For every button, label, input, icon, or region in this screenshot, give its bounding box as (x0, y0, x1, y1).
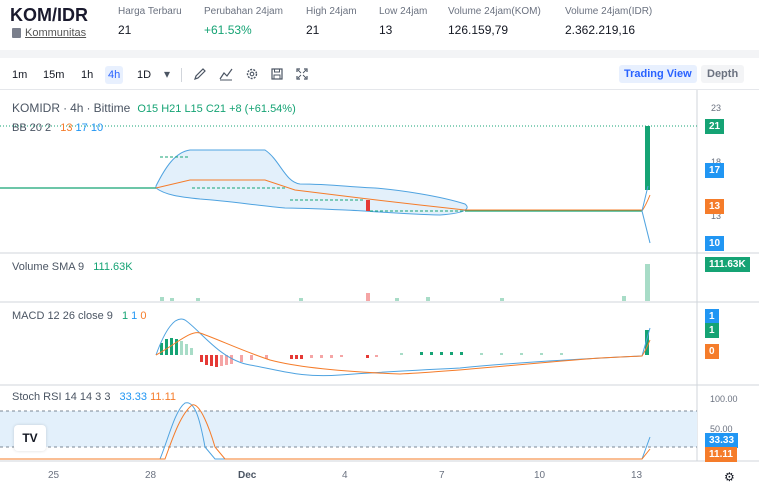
stat-value-low: 13 (379, 23, 393, 37)
chevron-down-icon[interactable]: ▾ (163, 67, 171, 81)
market-header: KOM/IDR Kommunitas Harga Terbaru 21 Peru… (0, 0, 759, 50)
depth-button[interactable]: Depth (701, 65, 745, 83)
pair-title: KOM/IDR (10, 5, 88, 25)
stoch-axis-label-50: 50.00 (710, 424, 733, 434)
red-candle (366, 200, 370, 211)
price-axis-label-18: 18 (711, 157, 722, 167)
stoch-label: Stoch RSI 14 14 3 3 (12, 391, 111, 403)
stoch-band (0, 411, 697, 447)
legend-exchange: Bittime (93, 101, 131, 115)
macd-line (155, 318, 651, 377)
stoch-k-line (0, 402, 651, 460)
price-tag-upper-band: 17 (705, 163, 725, 178)
stoch-tag-d: 11.11 (705, 447, 737, 462)
legend-ohlc: O15 H21 L15 C21 +8 (+61.54%) (137, 103, 296, 115)
stoch-d-line (0, 404, 651, 460)
interval-4h-button[interactable]: 4h (105, 66, 124, 84)
price-axis-label-23: 23 (711, 103, 722, 113)
interval-1h-button[interactable]: 1h (81, 69, 94, 81)
fullscreen-icon[interactable] (295, 67, 309, 81)
save-icon[interactable] (270, 67, 284, 81)
bb-value-1: 13 (60, 122, 73, 134)
community-link[interactable]: Kommunitas (12, 27, 86, 39)
bb-value-3: 10 (90, 122, 104, 134)
draw-icon[interactable] (193, 67, 207, 81)
settings-icon[interactable] (245, 67, 259, 81)
bb-value-2: 17 (75, 122, 88, 134)
legend-symbol: KOMIDR (12, 101, 60, 115)
macd-value-1: 1 (121, 310, 129, 322)
stoch-value-1: 33.33 (119, 391, 148, 403)
stoch-value-2: 11.11 (150, 391, 177, 403)
tradingview-logo-icon[interactable]: TV (14, 425, 46, 451)
book-icon (12, 28, 21, 38)
macd-tag-3: 0 (705, 344, 719, 359)
stat-value-high: 21 (306, 23, 320, 37)
stoch-axis-label-100: 100.00 (710, 394, 738, 404)
lower-band-tail (641, 210, 651, 244)
bb-legend: BB 20 2 13 17 10 (12, 122, 103, 134)
legend-separator-1: · (63, 101, 68, 115)
stat-value-change: +61.53% (204, 23, 252, 37)
indicators-icon[interactable] (219, 67, 233, 81)
interval-1d-button[interactable]: 1D (137, 69, 152, 81)
price-axis-label-13: 13 (711, 211, 722, 221)
macd-histogram (160, 330, 649, 367)
x-label-7: 7 (439, 470, 445, 481)
stoch-tag-k: 33.33 (705, 433, 739, 448)
price-tag-basis: 13 (705, 199, 725, 214)
main-legend: KOMIDR · 4h · Bittime O15 H21 L15 C21 +8… (12, 101, 296, 115)
stat-value-volume-idr: 2.362.219,16 (565, 23, 636, 37)
price-tag-last: 21 (705, 119, 725, 134)
stat-label-low: Low 24jam (379, 6, 428, 17)
macd-tag-1: 1 (705, 309, 719, 324)
volume-legend: Volume SMA 9 111.63K (12, 261, 133, 273)
stat-label-volume-idr: Volume 24jam(IDR) (565, 6, 653, 17)
bollinger-basis-line (155, 179, 642, 211)
legend-separator-2: · (86, 101, 91, 115)
stat-value-volume-kom: 126.159,79 (448, 23, 509, 37)
macd-value-2: 1 (131, 310, 138, 322)
interval-15m-button[interactable]: 15m (43, 69, 65, 81)
trading-view-button[interactable]: Trading View (619, 65, 697, 83)
basis-tail (641, 194, 651, 212)
header-divider (0, 50, 759, 58)
macd-tag-2: 1 (705, 323, 719, 338)
x-label-4: 4 (342, 470, 348, 481)
x-label-10: 10 (534, 470, 546, 481)
stat-label-last-price: Harga Terbaru (118, 6, 182, 17)
legend-interval: 4h (70, 101, 84, 115)
price-tag-lower-band: 10 (705, 236, 725, 251)
x-label-25: 25 (48, 470, 60, 481)
stat-value-last-price: 21 (118, 23, 132, 37)
volume-bars (160, 264, 650, 301)
x-label-13: 13 (631, 470, 643, 481)
stat-label-change: Perubahan 24jam (204, 6, 283, 17)
x-label-dec: Dec (238, 470, 257, 481)
bb-label: BB 20 2 (12, 122, 52, 134)
community-label: Kommunitas (25, 27, 87, 39)
stat-label-volume-kom: Volume 24jam(KOM) (448, 6, 541, 17)
volume-tag: 111.63K (705, 257, 750, 272)
toolbar-separator (181, 68, 182, 82)
chart-toolbar: 1m 15m 1h 4h 1D ▾ Trading View Depth (0, 58, 759, 90)
macd-legend: MACD 12 26 close 9 1 1 0 (12, 310, 146, 322)
stoch-legend: Stoch RSI 14 14 3 3 33.33 11.11 (12, 391, 176, 403)
macd-value-3: 0 (140, 310, 147, 322)
upper-band-tail (641, 185, 649, 212)
chart-settings-gear-icon[interactable]: ⚙ (724, 470, 735, 484)
stat-label-high: High 24jam (306, 6, 357, 17)
x-label-28: 28 (145, 470, 157, 481)
interval-1m-button[interactable]: 1m (12, 69, 28, 81)
macd-label: MACD 12 26 close 9 (12, 310, 113, 322)
volume-label: Volume SMA 9 (12, 261, 85, 273)
macd-signal-line (155, 332, 651, 375)
bollinger-band-area (155, 149, 468, 216)
last-candle (645, 126, 650, 190)
volume-value: 111.63K (93, 261, 133, 273)
